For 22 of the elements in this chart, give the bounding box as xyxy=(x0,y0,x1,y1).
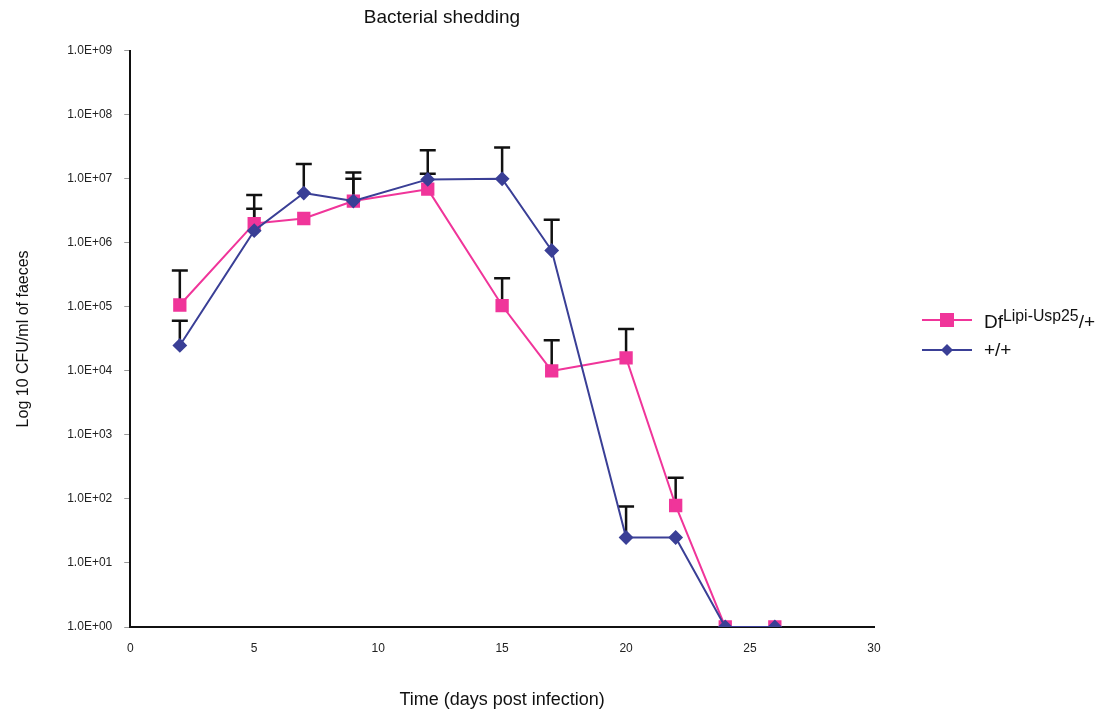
x-tick-label: 0 xyxy=(126,640,134,655)
y-tick-label: 1.0E+06 xyxy=(67,235,113,250)
y-tick-label: 1.0E+02 xyxy=(67,491,113,506)
x-axis-title: Time (days post infection) xyxy=(399,689,605,710)
y-tick-label: 1.0E+09 xyxy=(67,43,113,58)
x-tick-label: 25 xyxy=(743,640,758,655)
chart-title: Bacterial shedding xyxy=(363,5,521,27)
y-tick-label: 1.0E+03 xyxy=(67,427,113,442)
x-tick-label: 5 xyxy=(250,640,258,655)
legend-label: Df$^{Lipi-Usp25}$/+ xyxy=(984,306,1096,334)
y-tick-label: 1.0E+01 xyxy=(67,555,113,570)
x-tick-label: 10 xyxy=(371,640,386,655)
y-tick-label: 1.0E+07 xyxy=(67,171,113,186)
y-axis-title: Log 10 CFU/ml of faeces xyxy=(14,250,32,428)
legend-label: +/+ xyxy=(984,339,1012,361)
x-tick-label: 15 xyxy=(495,640,510,655)
y-tick-label: 1.0E+08 xyxy=(67,107,113,122)
x-tick-label: 30 xyxy=(867,640,881,655)
y-tick-label: 1.0E+00 xyxy=(67,619,113,634)
x-tick-label: 20 xyxy=(619,640,634,655)
y-tick-label: 1.0E+04 xyxy=(67,363,113,378)
y-tick-label: 1.0E+05 xyxy=(67,299,113,314)
